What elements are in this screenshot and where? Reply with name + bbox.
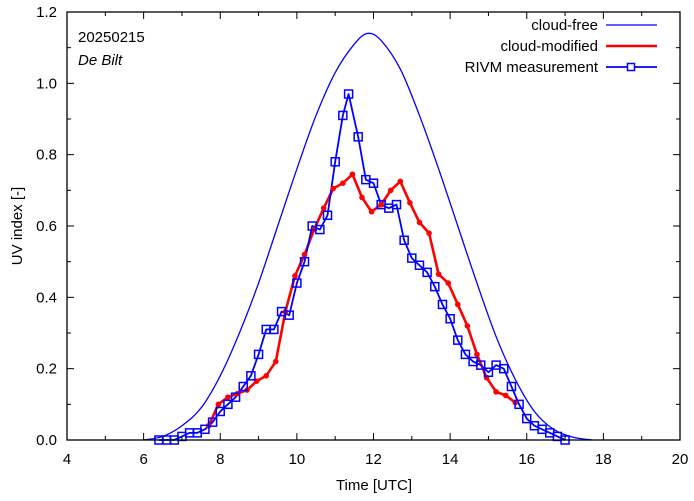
y-axis-label: UV index [-]: [9, 187, 26, 265]
rivm-measurement-point: [506, 381, 517, 392]
cloud-modified-point: [445, 280, 452, 286]
rivm-measurement-point: [399, 235, 409, 246]
y-tick-label: 0.2: [36, 361, 57, 378]
rivm-measurement-point: [315, 224, 325, 235]
x-tick-label: 18: [595, 451, 612, 468]
plot-area: [143, 32, 592, 445]
plot-frame: [66, 11, 681, 441]
x-tick-label: 6: [139, 451, 147, 468]
rivm-measurement-point: [483, 367, 494, 377]
x-axis-label: Time [UTC]: [336, 477, 412, 494]
rivm-measurement-point: [246, 371, 256, 381]
x-tick-label: 20: [672, 451, 689, 468]
rivm-measurement-point: [284, 310, 294, 320]
rivm-measurement-point: [414, 260, 425, 270]
rivm-measurement-point: [330, 157, 340, 167]
cloud-modified-point: [349, 171, 356, 178]
rivm-measurement-point: [269, 324, 279, 335]
cloud-modified-point: [378, 201, 384, 208]
rivm-measurement-point: [230, 392, 241, 402]
rivm-measurement-point: [445, 313, 455, 324]
cloud-modified-point: [474, 351, 480, 358]
rivm-measurement-point: [391, 199, 402, 210]
rivm-measurement-point: [223, 399, 233, 410]
cloud-modified-point: [340, 180, 346, 186]
cloud-modified-point: [493, 389, 499, 395]
cloud-modified-point: [368, 208, 375, 215]
rivm-measurement-point: [430, 281, 440, 292]
cloud-modified-point: [292, 273, 298, 279]
cloud-modified-point: [416, 219, 423, 226]
rivm-measurement-point: [338, 110, 348, 121]
y-tick-label: 0.6: [36, 218, 57, 235]
cloud-modified-point: [464, 323, 471, 329]
cloud-modified-point: [330, 185, 337, 192]
cloud-modified-point: [387, 187, 394, 194]
x-tick-label: 10: [289, 451, 306, 468]
cloud-modified-point: [301, 251, 308, 258]
cloud-modified-point: [273, 358, 279, 365]
x-tick-label: 12: [365, 451, 382, 468]
rivm-measurement-point: [407, 253, 417, 263]
series-line-cloud-modified: [207, 172, 517, 427]
rivm-measurement-point: [253, 349, 264, 360]
series-line-cloud-free: [143, 32, 592, 441]
y-tick-label: 1.0: [36, 75, 57, 92]
legend-label-cloud-modified: cloud-modified: [500, 38, 598, 55]
rivm-measurement-point: [476, 360, 486, 370]
rivm-measurement-point: [322, 210, 333, 221]
cloud-modified-point: [397, 178, 404, 185]
rivm-measurement-point: [238, 381, 248, 392]
rivm-measurement-point: [200, 424, 210, 435]
y-tick-label: 0.8: [36, 147, 57, 164]
cloud-modified-point: [454, 301, 461, 308]
rivm-measurement-point: [514, 399, 524, 410]
location-annotation: De Bilt: [78, 52, 123, 69]
rivm-measurement-point: [499, 363, 509, 374]
cloud-modified-point: [407, 200, 413, 206]
rivm-measurement-point: [299, 256, 310, 267]
rivm-measurement-point: [343, 89, 354, 99]
y-tick-label: 0.0: [36, 432, 57, 449]
cloud-modified-point: [359, 194, 365, 201]
rivm-measurement-point: [453, 335, 463, 345]
series-line-rivm-measurement: [158, 93, 566, 441]
cloud-modified-point: [435, 271, 442, 277]
rivm-measurement-point: [353, 132, 363, 142]
rivm-measurement-point: [215, 406, 225, 417]
legend: cloud-free cloud-modified RIVM measureme…: [465, 17, 657, 76]
y-tick-label: 1.2: [36, 4, 57, 21]
rivm-measurement-point: [437, 299, 448, 310]
x-tick-label: 14: [442, 451, 459, 468]
rivm-measurement-point: [292, 278, 302, 288]
cloud-modified-point: [320, 205, 327, 211]
legend-marker-square: [626, 62, 636, 72]
legend-label-cloud-free: cloud-free: [531, 17, 598, 34]
x-tick-label: 8: [216, 451, 224, 468]
rivm-measurement-point: [207, 417, 218, 427]
cloud-modified-point: [225, 394, 231, 401]
rivm-measurement-point: [422, 267, 432, 278]
axis-ticks: 4 6 8 10 12 14 16 18 20 0.0 0.2 0.4 0.6 0.8 1.0 1.2: [36, 4, 688, 468]
x-tick-label: 16: [518, 451, 535, 468]
cloud-modified-point: [426, 230, 432, 236]
rivm-measurement-point: [522, 413, 532, 424]
legend-label-rivm-measurement: RIVM measurement: [465, 59, 599, 76]
cloud-modified-point: [263, 373, 270, 379]
rivm-measurement-point: [460, 349, 471, 360]
date-annotation: 20250215: [78, 29, 145, 46]
cloud-modified-point: [502, 392, 509, 399]
y-tick-label: 0.4: [36, 289, 57, 306]
cloud-modified-point: [215, 401, 222, 408]
x-tick-label: 4: [63, 451, 71, 468]
rivm-measurement-point: [368, 178, 379, 188]
